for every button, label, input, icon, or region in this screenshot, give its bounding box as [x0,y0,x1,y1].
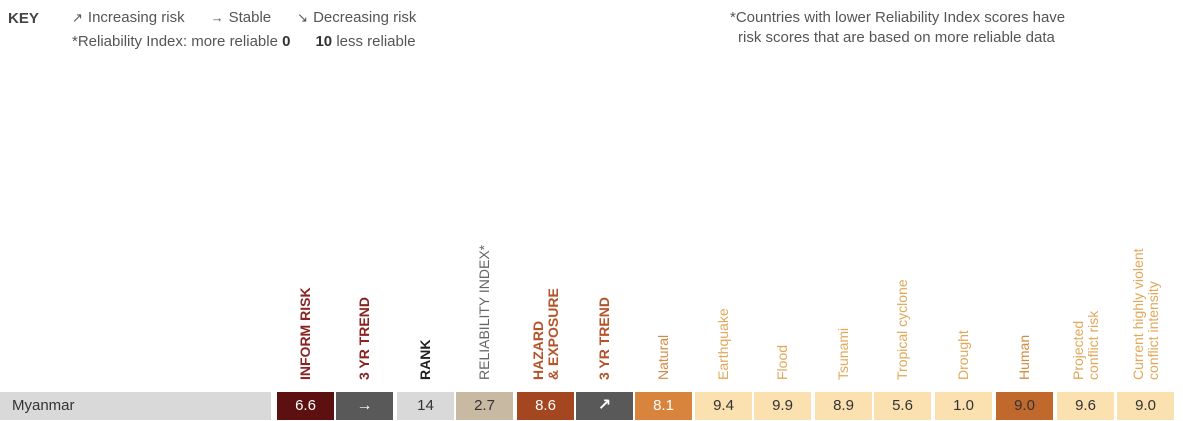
cell-reliability-index: 2.7 [456,392,513,420]
column-header-label: INFORM RISK [297,287,313,380]
column-header-inform-risk: INFORM RISK [277,195,334,380]
reliability-min: 0 [282,33,291,50]
cell-inform-risk: 6.6 [277,392,334,420]
column-header-reliability-index: RELIABILITY INDEX* [456,195,513,380]
column-header-label: 3 YR TREND [356,297,372,380]
cell-hazard-exposure: 8.6 [517,392,574,420]
arrow-down-right-icon: ↘ [297,10,309,25]
column-header-label: HAZARD [529,320,546,380]
cell-flood: 9.9 [754,392,811,420]
cell-projected-conflict-risk: 9.6 [1057,392,1114,420]
column-header-label: & EXPOSURE [544,288,561,380]
reliability-legend: *Reliability Index: more reliable 0 10 l… [72,33,416,50]
cell-earthquake: 9.4 [695,392,752,420]
key-item: → Stable [211,9,272,26]
reliability-note: *Countries with lower Reliability Index … [730,8,1180,48]
column-header-label: conflict risk [1084,310,1101,380]
column-header-human: Human [996,195,1053,380]
arrow-right-icon: → [336,392,393,420]
column-header-label: RANK [417,339,433,380]
country-name: Myanmar [0,392,271,420]
reliability-suffix: less reliable [336,33,416,50]
arrow-right-icon: → [210,10,224,25]
key-item: ↘ Decreasing risk [297,9,416,26]
column-header-label: Projected [1069,320,1086,380]
column-header-label: Current highly violent [1129,248,1146,380]
column-header-label: Earthquake [715,308,731,380]
column-header-tropical-cyclone: Tropical cyclone [874,195,931,380]
column-header-rank: RANK [397,195,454,380]
key-item-label: Decreasing risk [313,9,417,26]
column-header-natural: Natural [635,195,692,380]
reliability-max: 10 [315,33,333,50]
cell-tropical-cyclone: 5.6 [874,392,931,420]
column-header-label: Natural [655,334,671,380]
cell-rank: 14 [397,392,454,420]
column-header-flood: Flood [754,195,811,380]
column-header-drought: Drought [935,195,992,380]
column-header-label: Tropical cyclone [894,279,910,380]
column-header-tsunami: Tsunami [815,195,872,380]
column-header-label: Tsunami [835,327,851,380]
note-line-2: risk scores that are based on more relia… [738,29,1055,46]
column-header-label: conflict intensity [1144,281,1161,380]
table-row: Myanmar 6.6 → 14 2.7 8.6 ↗ 8.1 9.4 9.9 8.9 5.6 1.0 9… [0,392,1183,420]
column-header-label: Human [1016,334,1032,380]
key-legend: ↗ Increasing risk → Stable ↘ Decreasing risk [72,9,442,26]
cell-human: 9.0 [996,392,1053,420]
key-title: KEY [8,10,39,27]
column-header-hazard-exposure: HAZARD & EXPOSURE [517,195,574,380]
column-header-3yr-trend: 3 YR TREND [336,195,393,380]
cell-natural: 8.1 [635,392,692,420]
column-header-projected-conflict-risk: Projected conflict risk [1057,195,1114,380]
arrow-up-right-icon: ↗ [576,392,633,420]
column-header-label: Drought [955,330,971,380]
column-header-label: Flood [774,344,790,380]
column-header-label: 3 YR TREND [596,297,612,380]
key-item: ↗ Increasing risk [72,9,185,26]
column-header-earthquake: Earthquake [695,195,752,380]
key-item-label: Increasing risk [87,9,185,26]
cell-current-violent-conflict: 9.0 [1117,392,1174,420]
arrow-up-right-icon: ↗ [72,10,83,25]
key-item-label: Stable [228,9,272,26]
reliability-prefix: *Reliability Index: more reliable [72,33,278,50]
cell-drought: 1.0 [935,392,992,420]
column-header-hazard-3yr-trend: 3 YR TREND [576,195,633,380]
column-header-label: RELIABILITY INDEX* [476,244,492,380]
cell-tsunami: 8.9 [815,392,872,420]
column-header-current-violent-conflict: Current highly violent conflict intensity [1117,195,1174,380]
note-line-1: *Countries with lower Reliability Index … [730,9,1066,26]
